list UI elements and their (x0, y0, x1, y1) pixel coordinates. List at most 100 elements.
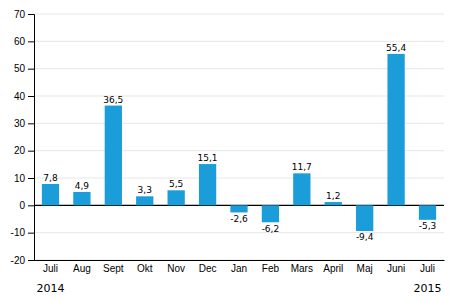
data-label: 55,4 (386, 43, 406, 53)
data-label: -5,3 (419, 221, 437, 231)
y-tick-mark (28, 205, 34, 206)
x-tick: Feb (262, 263, 280, 274)
annotation: 2015 (414, 282, 442, 295)
bar (136, 196, 153, 205)
x-tick-label: Mars (291, 263, 313, 274)
x-tick: Maj (357, 263, 373, 274)
y-axis: -20 -10 0 10 20 30 40 50 60 70 (11, 9, 35, 266)
data-label: 15,1 (198, 153, 218, 163)
y-tick: 70 (14, 9, 34, 20)
y-tick-mark (28, 41, 34, 42)
bar (293, 173, 310, 205)
bar (73, 192, 90, 205)
x-tick: Mars (291, 263, 313, 274)
data-label: 4,9 (75, 181, 90, 191)
grid-line (34, 178, 444, 179)
data-label: -9,4 (356, 232, 374, 242)
y-tick-label: 70 (14, 9, 26, 20)
grid (34, 14, 444, 260)
x-tick: April (323, 263, 343, 274)
y-tick: 60 (14, 36, 34, 47)
y-tick-label: 50 (14, 63, 26, 74)
y-tick-mark (28, 260, 34, 261)
data-label: 7,8 (43, 173, 58, 183)
data-label: 5,5 (169, 179, 183, 189)
x-tick-label: Nov (167, 263, 185, 274)
y-tick-mark (28, 69, 34, 70)
x-axis-line (35, 260, 445, 261)
x-tick-label: Jan (231, 263, 247, 274)
bar (419, 205, 436, 219)
y-tick-label: -20 (11, 255, 26, 266)
y-tick-label: 30 (14, 118, 26, 129)
bar (105, 106, 122, 206)
annotations: 2014 2015 (36, 282, 441, 295)
y-tick: 10 (14, 173, 34, 184)
x-tick: Sept (103, 263, 124, 274)
bar (168, 190, 185, 205)
grid-line (34, 68, 444, 69)
x-tick-label: Feb (262, 263, 280, 274)
grid-line (34, 96, 444, 97)
x-tick: Juli (420, 263, 435, 274)
x-tick-label: Sept (103, 263, 124, 274)
y-tick-mark (28, 14, 34, 15)
x-tick-label: Okt (137, 263, 153, 274)
y-tick-label: 40 (14, 91, 26, 102)
chart: -20 -10 0 10 20 30 40 50 60 70 Juli Aug Sept Okt Nov De… (0, 0, 454, 302)
data-label: -2,6 (230, 214, 248, 224)
bars (42, 54, 436, 231)
grid-line (34, 14, 444, 15)
x-tick-label: Maj (357, 263, 373, 274)
bar (325, 202, 342, 205)
data-label: 36,5 (103, 95, 123, 105)
data-labels: 7,8 4,9 36,5 3,3 5,5 15,1 -2,6 -6,2 11,7 1,2 -9,4 5… (43, 43, 436, 243)
bar (262, 205, 279, 222)
x-tick: Juli (43, 263, 58, 274)
annotation: 2014 (36, 282, 64, 295)
y-tick-label: 20 (14, 145, 26, 156)
bar (387, 54, 404, 205)
y-tick-mark (28, 151, 34, 152)
x-tick-label: Aug (73, 263, 91, 274)
bar (199, 164, 216, 205)
y-tick-mark (28, 96, 34, 97)
y-tick-mark (28, 123, 34, 124)
grid-line (34, 260, 444, 261)
grid-line (34, 232, 444, 233)
y-tick-mark (28, 178, 34, 179)
x-tick-label: Juli (420, 263, 435, 274)
x-tick-label: April (323, 263, 343, 274)
y-tick: 50 (14, 63, 34, 74)
plot: -20 -10 0 10 20 30 40 50 60 70 Juli Aug Sept Okt Nov De… (11, 9, 445, 295)
y-tick-label: 60 (14, 36, 26, 47)
y-tick-label: 10 (14, 173, 26, 184)
y-tick-label: -10 (11, 227, 26, 238)
bar (230, 205, 247, 212)
grid-line (34, 150, 444, 151)
y-tick: 40 (14, 91, 34, 102)
data-label: 3,3 (138, 185, 152, 195)
y-tick: -20 (11, 255, 34, 266)
grid-line (34, 41, 444, 42)
x-axis: Juli Aug Sept Okt Nov Dec Jan Feb Mars April Maj Ju… (35, 261, 445, 275)
x-tick: Juni (387, 263, 405, 274)
x-tick-label: Dec (199, 263, 217, 274)
x-tick: Nov (167, 263, 185, 274)
y-tick-label: 0 (19, 200, 25, 211)
data-label: 11,7 (292, 162, 312, 172)
y-axis-line (28, 15, 35, 261)
x-tick-label: Juli (43, 263, 58, 274)
x-tick: Jan (231, 263, 247, 274)
y-tick: 20 (14, 145, 34, 156)
data-label: -6,2 (262, 224, 280, 234)
x-tick-label: Juni (387, 263, 405, 274)
y-tick: 30 (14, 118, 34, 129)
y-tick: 0 (19, 200, 34, 211)
data-label: 1,2 (326, 191, 340, 201)
y-tick-mark (28, 233, 34, 234)
grid-line (34, 123, 444, 124)
x-tick: Dec (199, 263, 217, 274)
y-tick: -10 (11, 227, 34, 238)
x-tick: Okt (137, 263, 153, 274)
